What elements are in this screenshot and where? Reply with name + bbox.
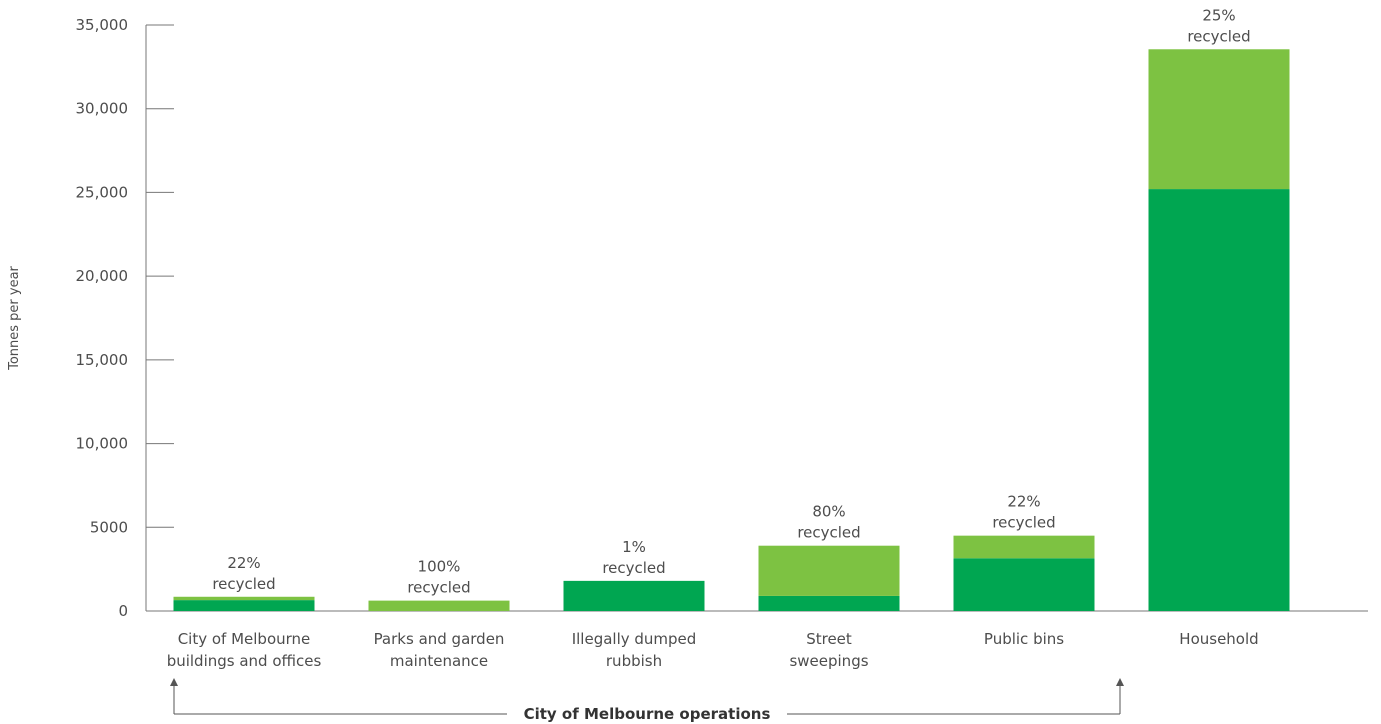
category-label: Street sweepings [789, 630, 868, 670]
y-tick-label: 15,000 [76, 351, 129, 369]
category-label: Parks and garden maintenance [374, 630, 505, 670]
bar-segment-base [563, 580, 705, 611]
arrow-up-icon [1116, 678, 1124, 686]
arrow-up-icon [170, 678, 178, 686]
category-label: Public bins [984, 630, 1064, 648]
bar-segment-base [953, 558, 1095, 611]
y-axis: 0 5000 10,000 15,000 20,000 25,000 30,000 35,00… [76, 16, 174, 620]
y-tick-label: 5000 [90, 518, 128, 536]
group-annotation-label: City of Melbourne operations [524, 705, 771, 723]
bar-data-label: 25% recycled [1187, 6, 1250, 45]
bar-segment-base [758, 595, 900, 611]
category-label: City of Melbourne buildings and offices [167, 630, 322, 670]
category-labels: City of Melbourne buildings and offices Pa… [167, 630, 1259, 670]
bar-segment-recycled [1148, 49, 1290, 190]
bar-segment-recycled [953, 535, 1095, 559]
y-tick-label: 0 [118, 602, 128, 620]
bar-data-label: 80% recycled [797, 503, 860, 542]
operations-group-annotation: City of Melbourne operations [170, 678, 1124, 723]
bar-segment-recycled [173, 596, 315, 601]
bar-data-label: 1% recycled [602, 538, 665, 577]
bar-labels: 22% recycled 100% recycled 1% recycled 80% recy… [212, 6, 1250, 596]
bar-segment-recycled [368, 600, 510, 611]
category-label: Illegally dumped rubbish [572, 630, 697, 670]
bar-segment-base [1148, 189, 1290, 611]
category-label: Household [1179, 630, 1258, 648]
bar-data-label: 22% recycled [212, 554, 275, 593]
y-tick-label: 30,000 [76, 100, 129, 118]
bar-data-label: 22% recycled [992, 493, 1055, 532]
y-axis-title: Tonnes per year [7, 265, 22, 370]
bar-data-label: 100% recycled [407, 558, 470, 597]
bar-segment-recycled [758, 545, 900, 596]
y-tick-label: 10,000 [76, 435, 129, 453]
y-tick-label: 25,000 [76, 183, 129, 201]
y-tick-label: 20,000 [76, 267, 129, 285]
y-tick-label: 35,000 [76, 16, 129, 34]
bar-segment-base [173, 600, 315, 611]
bars [173, 49, 1290, 611]
